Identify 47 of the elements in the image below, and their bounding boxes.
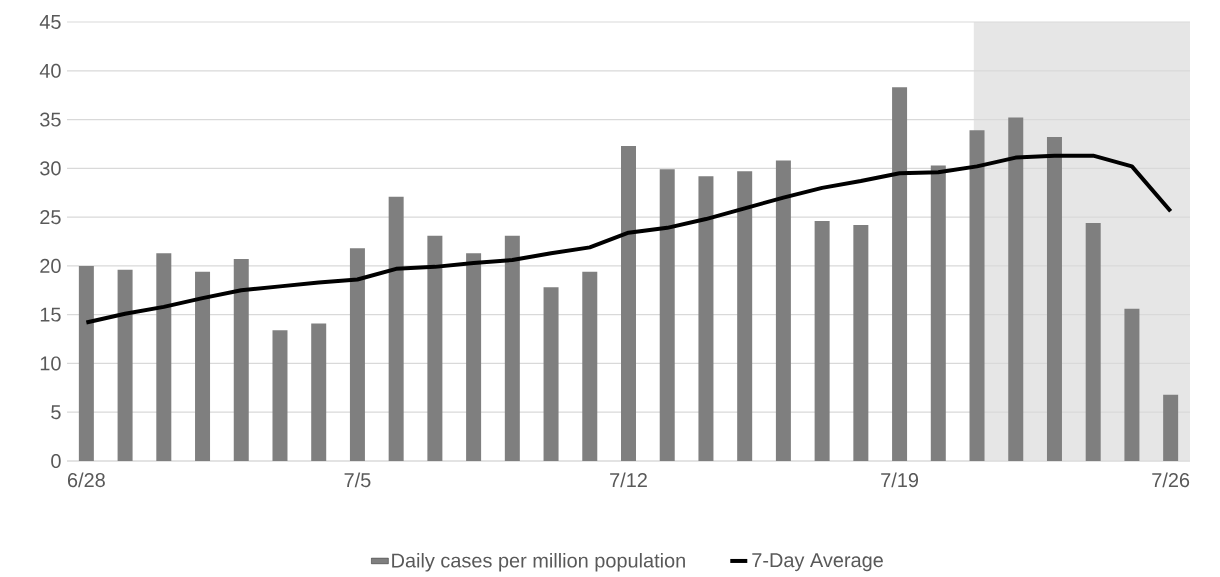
x-tick-label: 7/12 bbox=[610, 472, 647, 488]
bar bbox=[737, 171, 753, 461]
bar bbox=[466, 253, 482, 461]
x-tick-label: 7/26 bbox=[1152, 472, 1190, 488]
bar bbox=[814, 221, 830, 461]
y-tick-label: 30 bbox=[40, 161, 61, 176]
bar bbox=[117, 269, 133, 461]
bar bbox=[195, 271, 211, 461]
bar bbox=[504, 235, 520, 461]
bar bbox=[156, 253, 172, 461]
x-tick-label: 7/19 bbox=[881, 472, 919, 488]
bar bbox=[1046, 137, 1062, 461]
bar bbox=[1085, 222, 1101, 461]
bar bbox=[233, 259, 249, 461]
y-tick-label: 10 bbox=[40, 356, 61, 371]
bar bbox=[775, 160, 791, 461]
bar bbox=[930, 165, 946, 461]
bar bbox=[543, 287, 559, 461]
bar bbox=[349, 248, 365, 461]
legend-label: Daily cases per million population bbox=[392, 552, 685, 572]
bar bbox=[311, 323, 327, 461]
bar bbox=[659, 169, 675, 461]
bar bbox=[892, 87, 908, 461]
bar bbox=[1163, 394, 1179, 461]
x-tick-label: 7/5 bbox=[344, 472, 371, 488]
bar bbox=[969, 130, 985, 461]
y-tick-label: 45 bbox=[39, 15, 61, 29]
bar bbox=[388, 196, 404, 461]
bar bbox=[1008, 117, 1024, 461]
y-tick-label: 0 bbox=[51, 453, 61, 469]
y-tick-label: 15 bbox=[40, 307, 61, 322]
bar bbox=[698, 176, 714, 461]
bar bbox=[272, 330, 288, 461]
y-tick-label: 20 bbox=[40, 258, 61, 273]
bar bbox=[427, 235, 443, 461]
bar bbox=[582, 271, 598, 461]
y-tick-label: 5 bbox=[51, 405, 61, 420]
x-tick-label: 6/28 bbox=[67, 472, 105, 488]
bar bbox=[1124, 308, 1140, 461]
line-series bbox=[84, 153, 1173, 325]
y-tick-label: 35 bbox=[40, 112, 61, 127]
bar bbox=[621, 145, 636, 461]
y-tick-label: 40 bbox=[39, 63, 61, 78]
bar bbox=[853, 224, 869, 461]
y-tick-label: 25 bbox=[40, 210, 61, 225]
bar bbox=[78, 265, 94, 461]
legend-label: 7-Day Average bbox=[752, 553, 883, 572]
